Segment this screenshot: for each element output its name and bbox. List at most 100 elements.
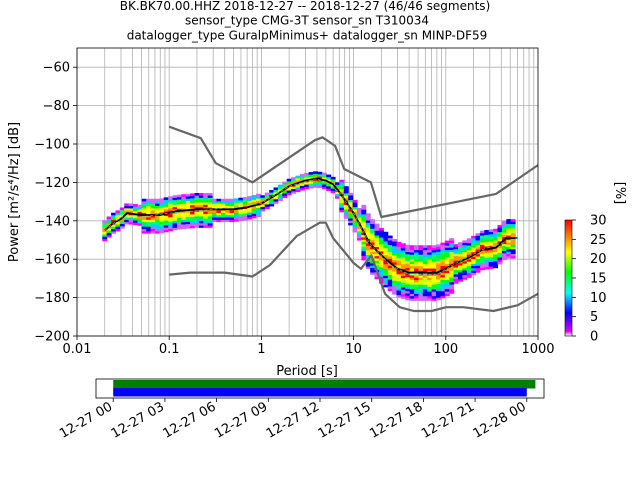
heatmap-cell bbox=[106, 232, 112, 236]
heatmap-cell bbox=[172, 206, 178, 210]
heatmap-cell bbox=[427, 295, 433, 299]
heatmap-cell bbox=[154, 203, 160, 206]
heatmap-cell bbox=[510, 246, 516, 250]
heatmap-cell bbox=[356, 226, 362, 230]
heatmap-cell bbox=[396, 292, 402, 296]
heatmap-cell bbox=[168, 219, 174, 222]
heatmap-cell bbox=[457, 249, 463, 252]
heatmap-cell bbox=[387, 258, 393, 262]
heatmap-cell bbox=[506, 249, 512, 252]
heatmap-cell bbox=[321, 184, 327, 187]
heatmap-cell bbox=[234, 212, 239, 215]
heatmap-cell bbox=[374, 232, 380, 236]
heatmap-cell bbox=[304, 177, 310, 181]
timeline-tick-label: 12-28 00 bbox=[471, 399, 529, 441]
heatmap-cell bbox=[348, 199, 354, 203]
heatmap-cell bbox=[102, 238, 108, 242]
heatmap-cell bbox=[106, 228, 112, 231]
heatmap-cell bbox=[168, 223, 174, 227]
heatmap-cell bbox=[172, 199, 178, 203]
heatmap-cell bbox=[225, 212, 231, 216]
heatmap-cell bbox=[154, 228, 160, 232]
heatmap-cell bbox=[330, 190, 336, 194]
heatmap-cell bbox=[163, 206, 169, 210]
heatmap-cell bbox=[198, 213, 204, 217]
heatmap-cell bbox=[475, 242, 481, 246]
heatmap-cell bbox=[383, 280, 389, 283]
heatmap-cell bbox=[137, 204, 143, 208]
heatmap-cell bbox=[172, 222, 178, 226]
heatmap-cell bbox=[453, 278, 459, 282]
heatmap-cell bbox=[378, 269, 384, 273]
heatmap-cell bbox=[146, 219, 152, 223]
heatmap-cell bbox=[260, 199, 266, 203]
heatmap-cell bbox=[462, 274, 468, 278]
heatmap-cell bbox=[506, 251, 512, 254]
heatmap-cell bbox=[352, 227, 358, 231]
heatmap-cell bbox=[159, 200, 165, 204]
heatmap-cell bbox=[247, 216, 253, 220]
heatmap-cell bbox=[422, 284, 428, 287]
heatmap-cell bbox=[506, 221, 512, 225]
heatmap-cell bbox=[190, 218, 196, 222]
heatmap-cell bbox=[405, 258, 411, 262]
heatmap-cell bbox=[321, 175, 327, 178]
heatmap-cell bbox=[220, 212, 226, 216]
timeline-bar-data bbox=[113, 380, 536, 389]
heatmap-cell bbox=[378, 244, 384, 247]
x-tick-label: 0.1 bbox=[159, 342, 180, 357]
heatmap-cell bbox=[251, 206, 257, 210]
heatmap-cell bbox=[255, 193, 261, 197]
heatmap-cell bbox=[317, 185, 323, 189]
heatmap-cell bbox=[150, 207, 156, 211]
heatmap-cell bbox=[194, 199, 200, 203]
heatmap-cell bbox=[190, 207, 196, 210]
heatmap-cell bbox=[405, 267, 411, 271]
heatmap-cell bbox=[471, 245, 477, 248]
heatmap-cell bbox=[405, 263, 411, 266]
heatmap-cell bbox=[216, 214, 222, 218]
heatmap-cell bbox=[436, 285, 441, 289]
heatmap-cell bbox=[370, 219, 376, 222]
heatmap-cell bbox=[168, 198, 174, 202]
heatmap-cell bbox=[462, 249, 468, 253]
heatmap-cell bbox=[163, 201, 169, 205]
heatmap-cell bbox=[286, 178, 292, 182]
heatmap-cell bbox=[449, 281, 455, 285]
heatmap-cell bbox=[431, 279, 437, 283]
heatmap-cell bbox=[484, 239, 490, 242]
heatmap-cell bbox=[475, 240, 481, 243]
heatmap-cell bbox=[418, 284, 424, 287]
heatmap-cell bbox=[422, 286, 428, 290]
heatmap-cell bbox=[229, 203, 235, 206]
heatmap-cell bbox=[207, 206, 213, 210]
heatmap-cell bbox=[400, 280, 406, 283]
heatmap-cell bbox=[493, 231, 499, 234]
heatmap-cell bbox=[497, 259, 503, 263]
heatmap-cell bbox=[356, 233, 362, 236]
heatmap-cell bbox=[190, 195, 196, 199]
heatmap-cell bbox=[242, 215, 248, 219]
heatmap-cell bbox=[462, 251, 468, 255]
heatmap-cell bbox=[387, 279, 393, 282]
heatmap-cell bbox=[387, 286, 393, 289]
heatmap-cell bbox=[115, 221, 121, 225]
heatmap-cell bbox=[427, 263, 433, 267]
heatmap-cell bbox=[141, 231, 147, 234]
heatmap-cell bbox=[422, 295, 428, 299]
heatmap-cell bbox=[146, 228, 152, 232]
heatmap-cell bbox=[479, 262, 485, 266]
heatmap-cell bbox=[308, 176, 314, 180]
heatmap-cell bbox=[330, 188, 336, 191]
heatmap-cell bbox=[150, 217, 156, 220]
heatmap-cell bbox=[137, 218, 143, 222]
heatmap-cell bbox=[229, 198, 235, 202]
heatmap-cell bbox=[335, 191, 340, 195]
heatmap-cell bbox=[119, 219, 125, 222]
heatmap-cell bbox=[335, 193, 340, 197]
heatmap-cell bbox=[313, 171, 319, 174]
heatmap-cell bbox=[251, 215, 257, 219]
heatmap-cell bbox=[378, 267, 384, 270]
heatmap-cell bbox=[299, 178, 305, 182]
heatmap-cell bbox=[440, 279, 446, 283]
